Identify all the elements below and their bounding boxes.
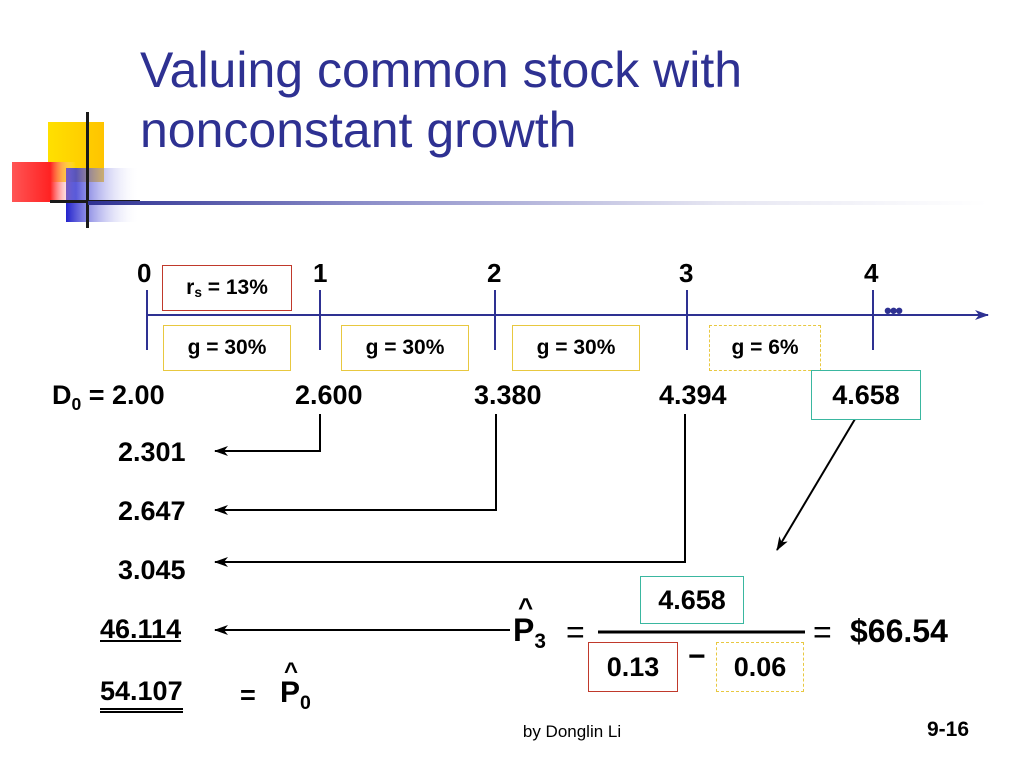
p3-symbol: P [513,612,535,648]
growth-box-4: g = 6% [709,325,821,371]
rate-subscript: s [194,285,202,301]
terminal-price-result: $66.54 [850,613,948,649]
pv-equals-sign: = [240,680,256,710]
period-label-4: 4 [864,258,879,288]
title-underline [88,201,988,205]
pv-year-1: 2.301 [118,437,186,467]
period-label-1: 1 [313,258,328,288]
dividend-d1: 2.600 [295,380,363,410]
formula-growth-rate: 0.06 [716,642,804,692]
pv-total: 54.107 [100,676,183,713]
pv-terminal-value: 46.114 [100,614,182,644]
d4-to-formula-arrow [776,413,859,551]
p3-hat: ^ [518,592,534,622]
result-equals-sign: = [813,614,832,650]
pv-year-3: 3.045 [118,555,186,585]
growth-box-2: g = 30% [341,325,469,371]
slide-title: Valuing common stock with nonconstant gr… [140,40,1000,160]
terminal-price-label: ^ P 3 [513,592,546,653]
p0-symbol: P [280,676,301,709]
dividend-d3: 4.394 [659,380,727,410]
period-label-0: 0 [137,258,152,288]
period-label-2: 2 [487,258,502,288]
timeline-ellipsis: ••• [884,298,903,323]
rate-value: = 13% [201,276,268,299]
footer-author: by Donglin Li [522,722,622,741]
growth-box-1: g = 30% [163,325,291,371]
dividend-d2: 3.380 [474,380,542,410]
dividend-d4: 4.658 [811,370,921,420]
formula-minus-sign: − [688,640,706,673]
slide-number: 9-16 [926,718,969,741]
d0-subscript: 0 [71,394,82,415]
period-label-3: 3 [679,258,694,288]
growth-box-3: g = 30% [512,325,640,371]
discount-arrow-3 [214,414,686,567]
d0-value: = 2.00 [81,380,165,410]
p0-hat: ^ [284,658,299,685]
formula-numerator: 4.658 [640,576,744,624]
price-today: ^ P 0 [280,658,311,714]
p3-subscript: 3 [534,630,546,654]
rate-symbol: r [186,276,195,299]
p0-subscript: 0 [300,691,311,714]
decorative-corner-graphic [0,0,140,240]
title-line-1: Valuing common stock with [140,42,743,98]
title-line-2: nonconstant growth [140,102,577,158]
discount-arrow-2 [214,414,497,515]
formula-equals-sign: = [566,614,585,650]
formula-required-return: 0.13 [588,642,678,692]
pv-year-2: 2.647 [118,496,186,526]
discount-arrow-1 [214,414,321,456]
dividend-d0: D0 = 2.00 [52,380,165,415]
d0-symbol: D [52,380,72,410]
